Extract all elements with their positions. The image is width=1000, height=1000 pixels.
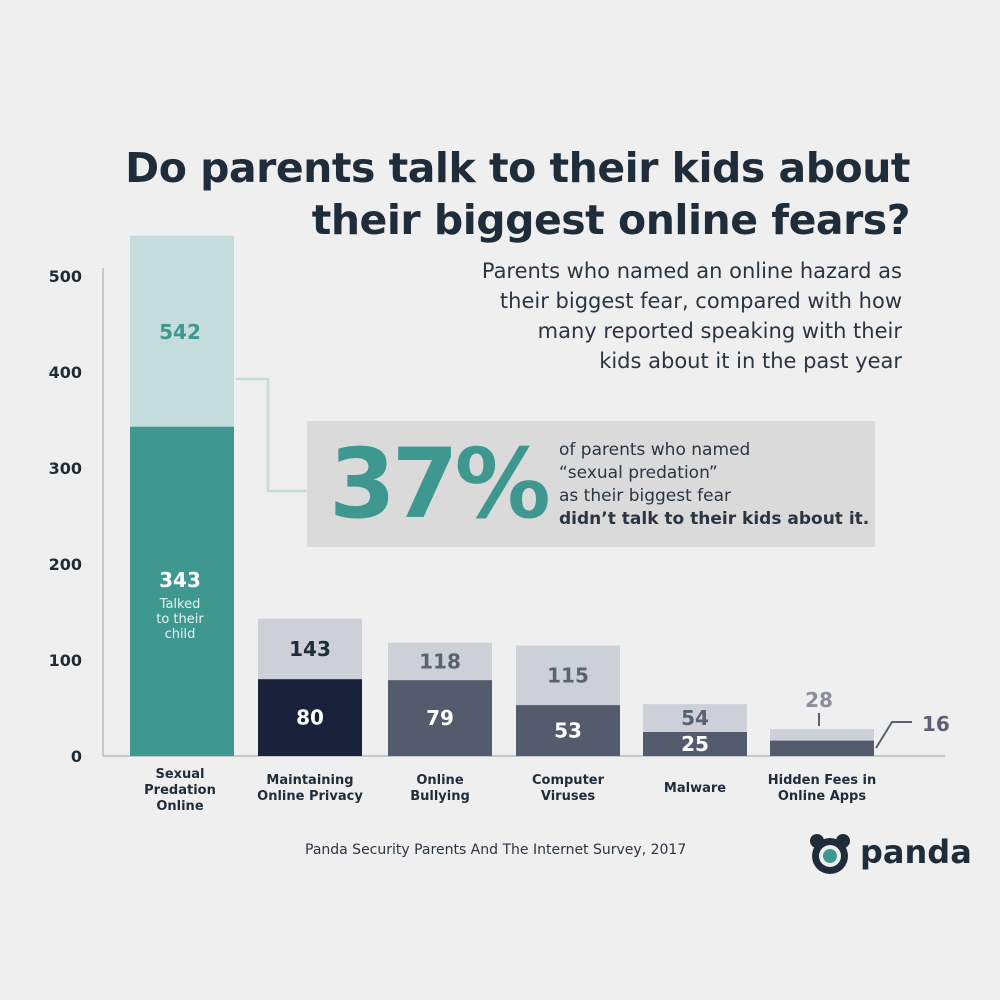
- category-label: Maintaining: [266, 773, 353, 788]
- y-tick-label: 0: [71, 747, 82, 766]
- value-label-talked: 343: [159, 568, 201, 592]
- category-label: Hidden Fees in: [768, 773, 877, 788]
- subtitle-line-3: many reported speaking with their: [537, 319, 902, 343]
- value-label-talked: 80: [296, 706, 324, 730]
- callout-percentage: 37%: [329, 428, 551, 540]
- category-label: Online: [156, 799, 203, 814]
- callout-line-2: “sexual predation”: [559, 463, 718, 483]
- bar-note: Talked: [159, 597, 201, 612]
- callout-line-4: didn’t talk to their kids about it.: [559, 508, 869, 531]
- value-label-talked: 79: [426, 706, 454, 730]
- bar-note: to their: [156, 612, 204, 627]
- bar-talked: [643, 732, 747, 756]
- bar-talked: [388, 680, 492, 756]
- value-label-total: 118: [419, 649, 461, 673]
- category-label: Malware: [664, 781, 726, 796]
- callout-box: 37% of parents who named “sexual predati…: [307, 421, 875, 547]
- callout-line-3: as their biggest fear: [559, 486, 732, 506]
- bar-note: child: [165, 627, 196, 642]
- value-label-talked: 16: [922, 712, 950, 736]
- category-label: Computer: [532, 773, 605, 788]
- y-tick-label: 200: [49, 555, 82, 574]
- chart-title: Do parents talk to their kids about thei…: [125, 142, 910, 246]
- subtitle-line-2: their biggest fear, compared with how: [499, 289, 902, 313]
- bar-talked: [770, 740, 874, 756]
- chart-subtitle: Parents who named an online hazard as th…: [482, 256, 902, 376]
- callout-line-4-bold: didn’t talk to their kids about it.: [559, 509, 870, 529]
- value-label-total: 28: [805, 688, 833, 712]
- y-tick-label: 400: [49, 363, 82, 382]
- subtitle-line-4: kids about it in the past year: [599, 349, 902, 373]
- value-label-total: 54: [681, 706, 709, 730]
- subtitle-line-1: Parents who named an online hazard as: [481, 259, 902, 283]
- value-label-talked: 25: [681, 732, 709, 756]
- category-label: Online: [416, 773, 463, 788]
- y-tick-label: 300: [49, 459, 82, 478]
- category-label: Predation: [144, 783, 216, 798]
- callout-connector: [236, 377, 307, 493]
- bar-talked: [130, 426, 234, 756]
- talked-leader-line: [875, 721, 912, 749]
- bar-talked: [516, 705, 620, 756]
- value-label-talked: 53: [554, 719, 582, 743]
- category-label: Viruses: [541, 789, 596, 804]
- y-tick-label: 100: [49, 651, 82, 670]
- panda-logo-icon: [810, 834, 850, 874]
- category-label: Online Apps: [778, 789, 866, 804]
- panda-logo-text: panda: [860, 833, 972, 871]
- value-label-total: 115: [547, 663, 589, 687]
- title-line-2: their biggest online fears?: [311, 196, 911, 244]
- category-label: Bullying: [410, 789, 470, 804]
- y-tick-label: 500: [49, 267, 82, 286]
- panda-logo: panda: [808, 830, 972, 874]
- callout-text: of parents who named “sexual predation” …: [559, 439, 869, 531]
- callout-line-1: of parents who named: [559, 440, 751, 460]
- category-label: Online Privacy: [257, 789, 363, 804]
- title-line-1: Do parents talk to their kids about: [125, 144, 910, 192]
- category-label: Sexual: [155, 767, 204, 782]
- source-note: Panda Security Parents And The Internet …: [305, 842, 687, 858]
- bar-talked: [258, 679, 362, 756]
- value-label-total: 542: [159, 320, 201, 344]
- value-label-total: 143: [289, 637, 331, 661]
